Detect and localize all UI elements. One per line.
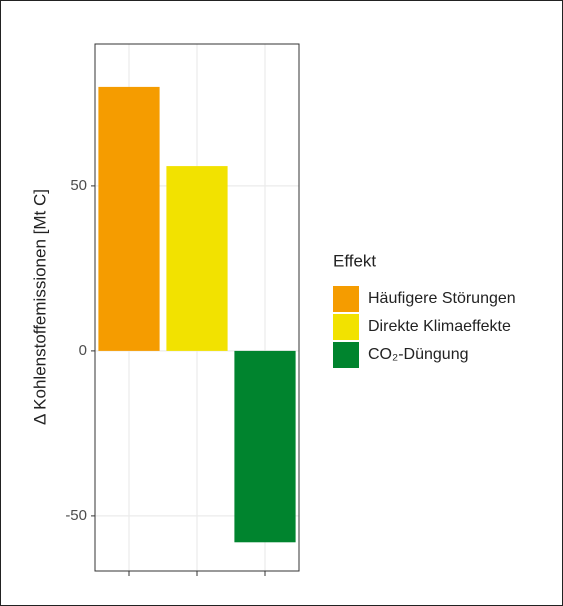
- legend-label: CO₂-Düngung: [368, 346, 468, 363]
- bar: [234, 350, 296, 543]
- legend-label: Direkte Klimaeffekte: [368, 318, 511, 335]
- bar: [166, 166, 228, 351]
- y-tick-label: -50: [65, 507, 87, 524]
- y-tick-label: 50: [70, 177, 87, 194]
- bar: [98, 86, 160, 351]
- legend-title: Effekt: [333, 251, 376, 270]
- legend-key: [333, 286, 359, 312]
- y-axis-label: Δ Kohlenstoffemissionen [Mt C]: [30, 189, 49, 425]
- legend-key: [333, 342, 359, 368]
- legend-label: Häufigere Störungen: [368, 290, 516, 307]
- legend-key: [333, 314, 359, 340]
- panel-border: [94, 43, 300, 572]
- y-tick-label: 0: [79, 342, 87, 359]
